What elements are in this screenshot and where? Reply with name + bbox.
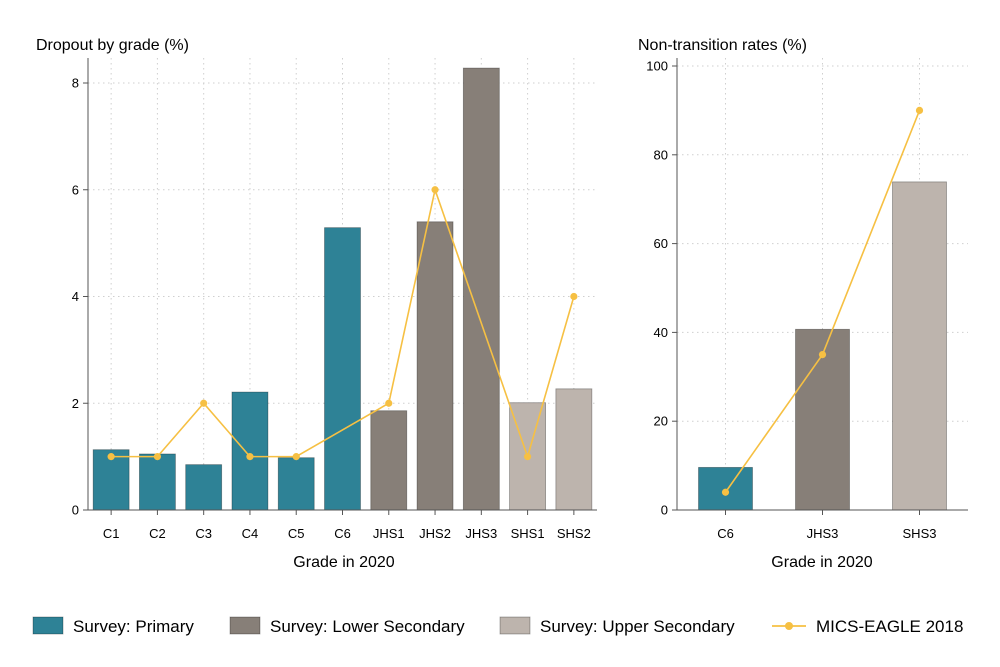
bar-jhs3 [462, 67, 500, 511]
mics-point-shs3 [915, 106, 924, 114]
y-tick-label: 4 [72, 289, 79, 304]
x-tick-label-jhs2: JHS2 [419, 526, 451, 541]
mics-point-jhs1 [385, 399, 393, 407]
bar-c5 [277, 457, 315, 511]
bar-c6 [324, 227, 361, 511]
x-tick-label-shs3: SHS3 [903, 526, 937, 541]
bar-jhs1 [370, 410, 408, 511]
mics-point-c1 [107, 453, 115, 461]
legend-item-upper-secondary: Survey: Upper Secondary [499, 616, 735, 636]
bar-c2 [139, 453, 176, 511]
y-tick-label: 8 [72, 76, 79, 91]
non-transition-chart-title: Non-transition rates (%) [638, 37, 807, 54]
y-tick-label: 2 [72, 396, 79, 411]
legend-label: MICS-EAGLE 2018 [816, 617, 963, 636]
x-tick-label-c6: C6 [334, 526, 351, 541]
dropout-bars [92, 67, 593, 511]
legend: Survey: Primary Survey: Lower Secondary Su… [32, 616, 963, 636]
mics-point-shs1 [523, 453, 532, 461]
non-transition-chart-x-axis-title: Grade in 2020 [771, 554, 873, 571]
dropout-chart-title: Dropout by grade (%) [36, 37, 189, 54]
y-tick-label: 0 [661, 503, 668, 518]
mics-point-jhs3 [818, 351, 827, 359]
x-tick-label-jhs1: JHS1 [373, 526, 405, 541]
mics-point-c2 [153, 453, 162, 461]
y-tick-label: 60 [654, 236, 668, 251]
mics-point-jhs2 [431, 186, 439, 194]
y-tick-label: 40 [654, 325, 668, 340]
legend-label: Survey: Upper Secondary [540, 617, 735, 636]
x-tick-label-c3: C3 [195, 526, 212, 541]
y-tick-label: 20 [654, 414, 668, 429]
bar-shs2 [555, 388, 593, 511]
x-tick-label-shs1: SHS1 [511, 526, 545, 541]
x-tick-label-jhs3: JHS3 [465, 526, 497, 541]
non-transition-chart-panel: Non-transition rates (%) Grade in 2020 0… [638, 37, 968, 571]
bar-jhs3 [795, 328, 850, 511]
mics-point-c6 [721, 488, 730, 496]
non-transition-bars [698, 181, 947, 511]
x-tick-label-c4: C4 [242, 526, 259, 541]
legend-marker [785, 622, 793, 630]
x-tick-label-c1: C1 [103, 526, 120, 541]
dropout-chart-x-axis-title: Grade in 2020 [293, 554, 395, 571]
y-tick-label: 80 [654, 147, 668, 162]
x-tick-label-jhs3: JHS3 [807, 526, 839, 541]
mics-point-shs2 [570, 292, 578, 301]
legend-item-mics: MICS-EAGLE 2018 [772, 617, 963, 636]
y-tick-label: 100 [646, 59, 668, 74]
dropout-chart-panel: Dropout by grade (%) Grade in 2020 0 2 4 6 8… [36, 37, 597, 571]
legend-item-primary: Survey: Primary [32, 616, 194, 636]
bar-c3 [185, 464, 223, 511]
legend-swatch [229, 616, 261, 635]
bar-c4 [231, 391, 269, 511]
mics-point-c5 [292, 453, 300, 461]
mics-point-c3 [200, 399, 208, 407]
legend-item-lower-secondary: Survey: Lower Secondary [229, 616, 465, 636]
bar-jhs2 [416, 221, 454, 511]
bar-shs3 [892, 181, 947, 511]
legend-swatch [499, 616, 531, 635]
x-tick-label-c6: C6 [717, 526, 734, 541]
legend-label: Survey: Lower Secondary [270, 617, 465, 636]
legend-swatch [32, 616, 64, 635]
legend-label: Survey: Primary [73, 617, 194, 636]
mics-point-c4 [246, 453, 254, 461]
y-tick-label: 6 [72, 182, 79, 197]
x-tick-label-c2: C2 [149, 526, 166, 541]
y-tick-label: 0 [72, 503, 79, 518]
x-tick-label-shs2: SHS2 [557, 526, 591, 541]
x-tick-label-c5: C5 [288, 526, 305, 541]
